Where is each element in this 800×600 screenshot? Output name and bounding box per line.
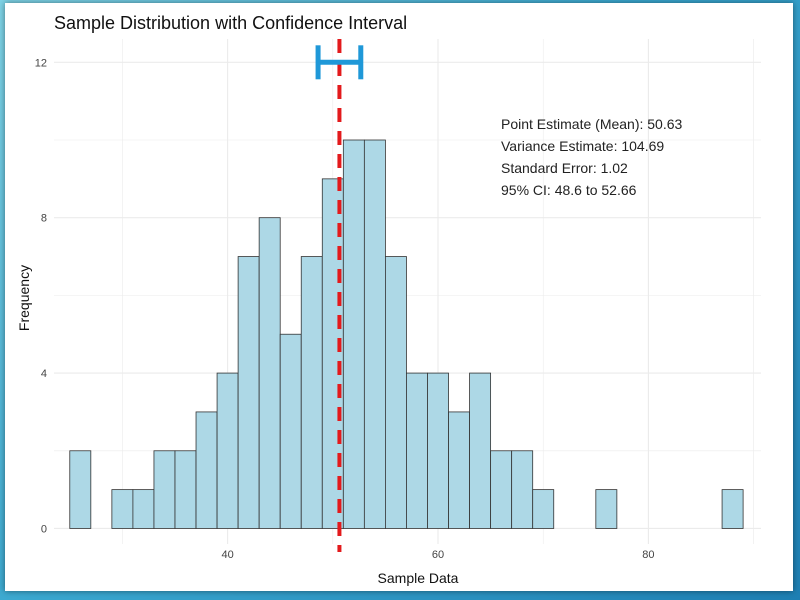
histogram-bar	[363, 139, 386, 529]
chart-title: Sample Distribution with Confidence Inte…	[54, 13, 407, 33]
histogram-bar	[490, 450, 513, 529]
stat-annotation: Variance Estimate: 104.69	[501, 138, 664, 154]
histogram-bar	[342, 139, 365, 529]
stat-annotation: Standard Error: 1.02	[501, 160, 628, 176]
histogram-bar	[216, 372, 239, 529]
x-axis-title: Sample Data	[378, 570, 459, 586]
histogram-bar	[511, 450, 534, 529]
histogram-bar	[300, 256, 323, 529]
histogram-bar	[279, 333, 302, 529]
y-axis-title: Frequency	[16, 265, 32, 331]
histogram-bar	[427, 372, 449, 529]
histogram-bar	[195, 411, 218, 529]
x-tick-label: 80	[642, 549, 654, 561]
y-tick-label: 0	[41, 523, 47, 535]
histogram-bar	[406, 372, 428, 529]
histogram-bar	[532, 489, 555, 529]
x-tick-label: 60	[432, 549, 444, 561]
bars	[69, 139, 744, 529]
histogram-bar	[153, 450, 176, 529]
stat-annotation: 95% CI: 48.6 to 52.66	[501, 182, 637, 198]
x-tick-label: 40	[221, 549, 233, 561]
y-tick-label: 4	[41, 368, 47, 380]
histogram-chart: Sample Distribution with Confidence Inte…	[16, 13, 761, 586]
tick-labels: 40 60 80 0 4 8 12	[35, 57, 655, 561]
histogram-bar	[174, 450, 197, 529]
y-tick-label: 12	[35, 57, 47, 69]
chart-frame: Sample Distribution with Confidence Inte…	[5, 3, 793, 591]
histogram-bar	[258, 217, 281, 529]
histogram-bar	[111, 489, 134, 529]
histogram-bar	[69, 450, 92, 529]
histogram-bar	[595, 489, 618, 529]
histogram-bar	[237, 256, 260, 529]
stat-annotation: Point Estimate (Mean): 50.63	[501, 116, 683, 132]
histogram-bar	[448, 411, 470, 529]
histogram-bar	[385, 256, 407, 529]
overlays	[315, 39, 364, 552]
annotations: Point Estimate (Mean): 50.63 Variance Est…	[501, 116, 683, 198]
y-tick-label: 8	[41, 213, 47, 225]
histogram-bar	[721, 489, 744, 529]
histogram-bar	[469, 372, 492, 529]
histogram-bar	[132, 489, 155, 529]
